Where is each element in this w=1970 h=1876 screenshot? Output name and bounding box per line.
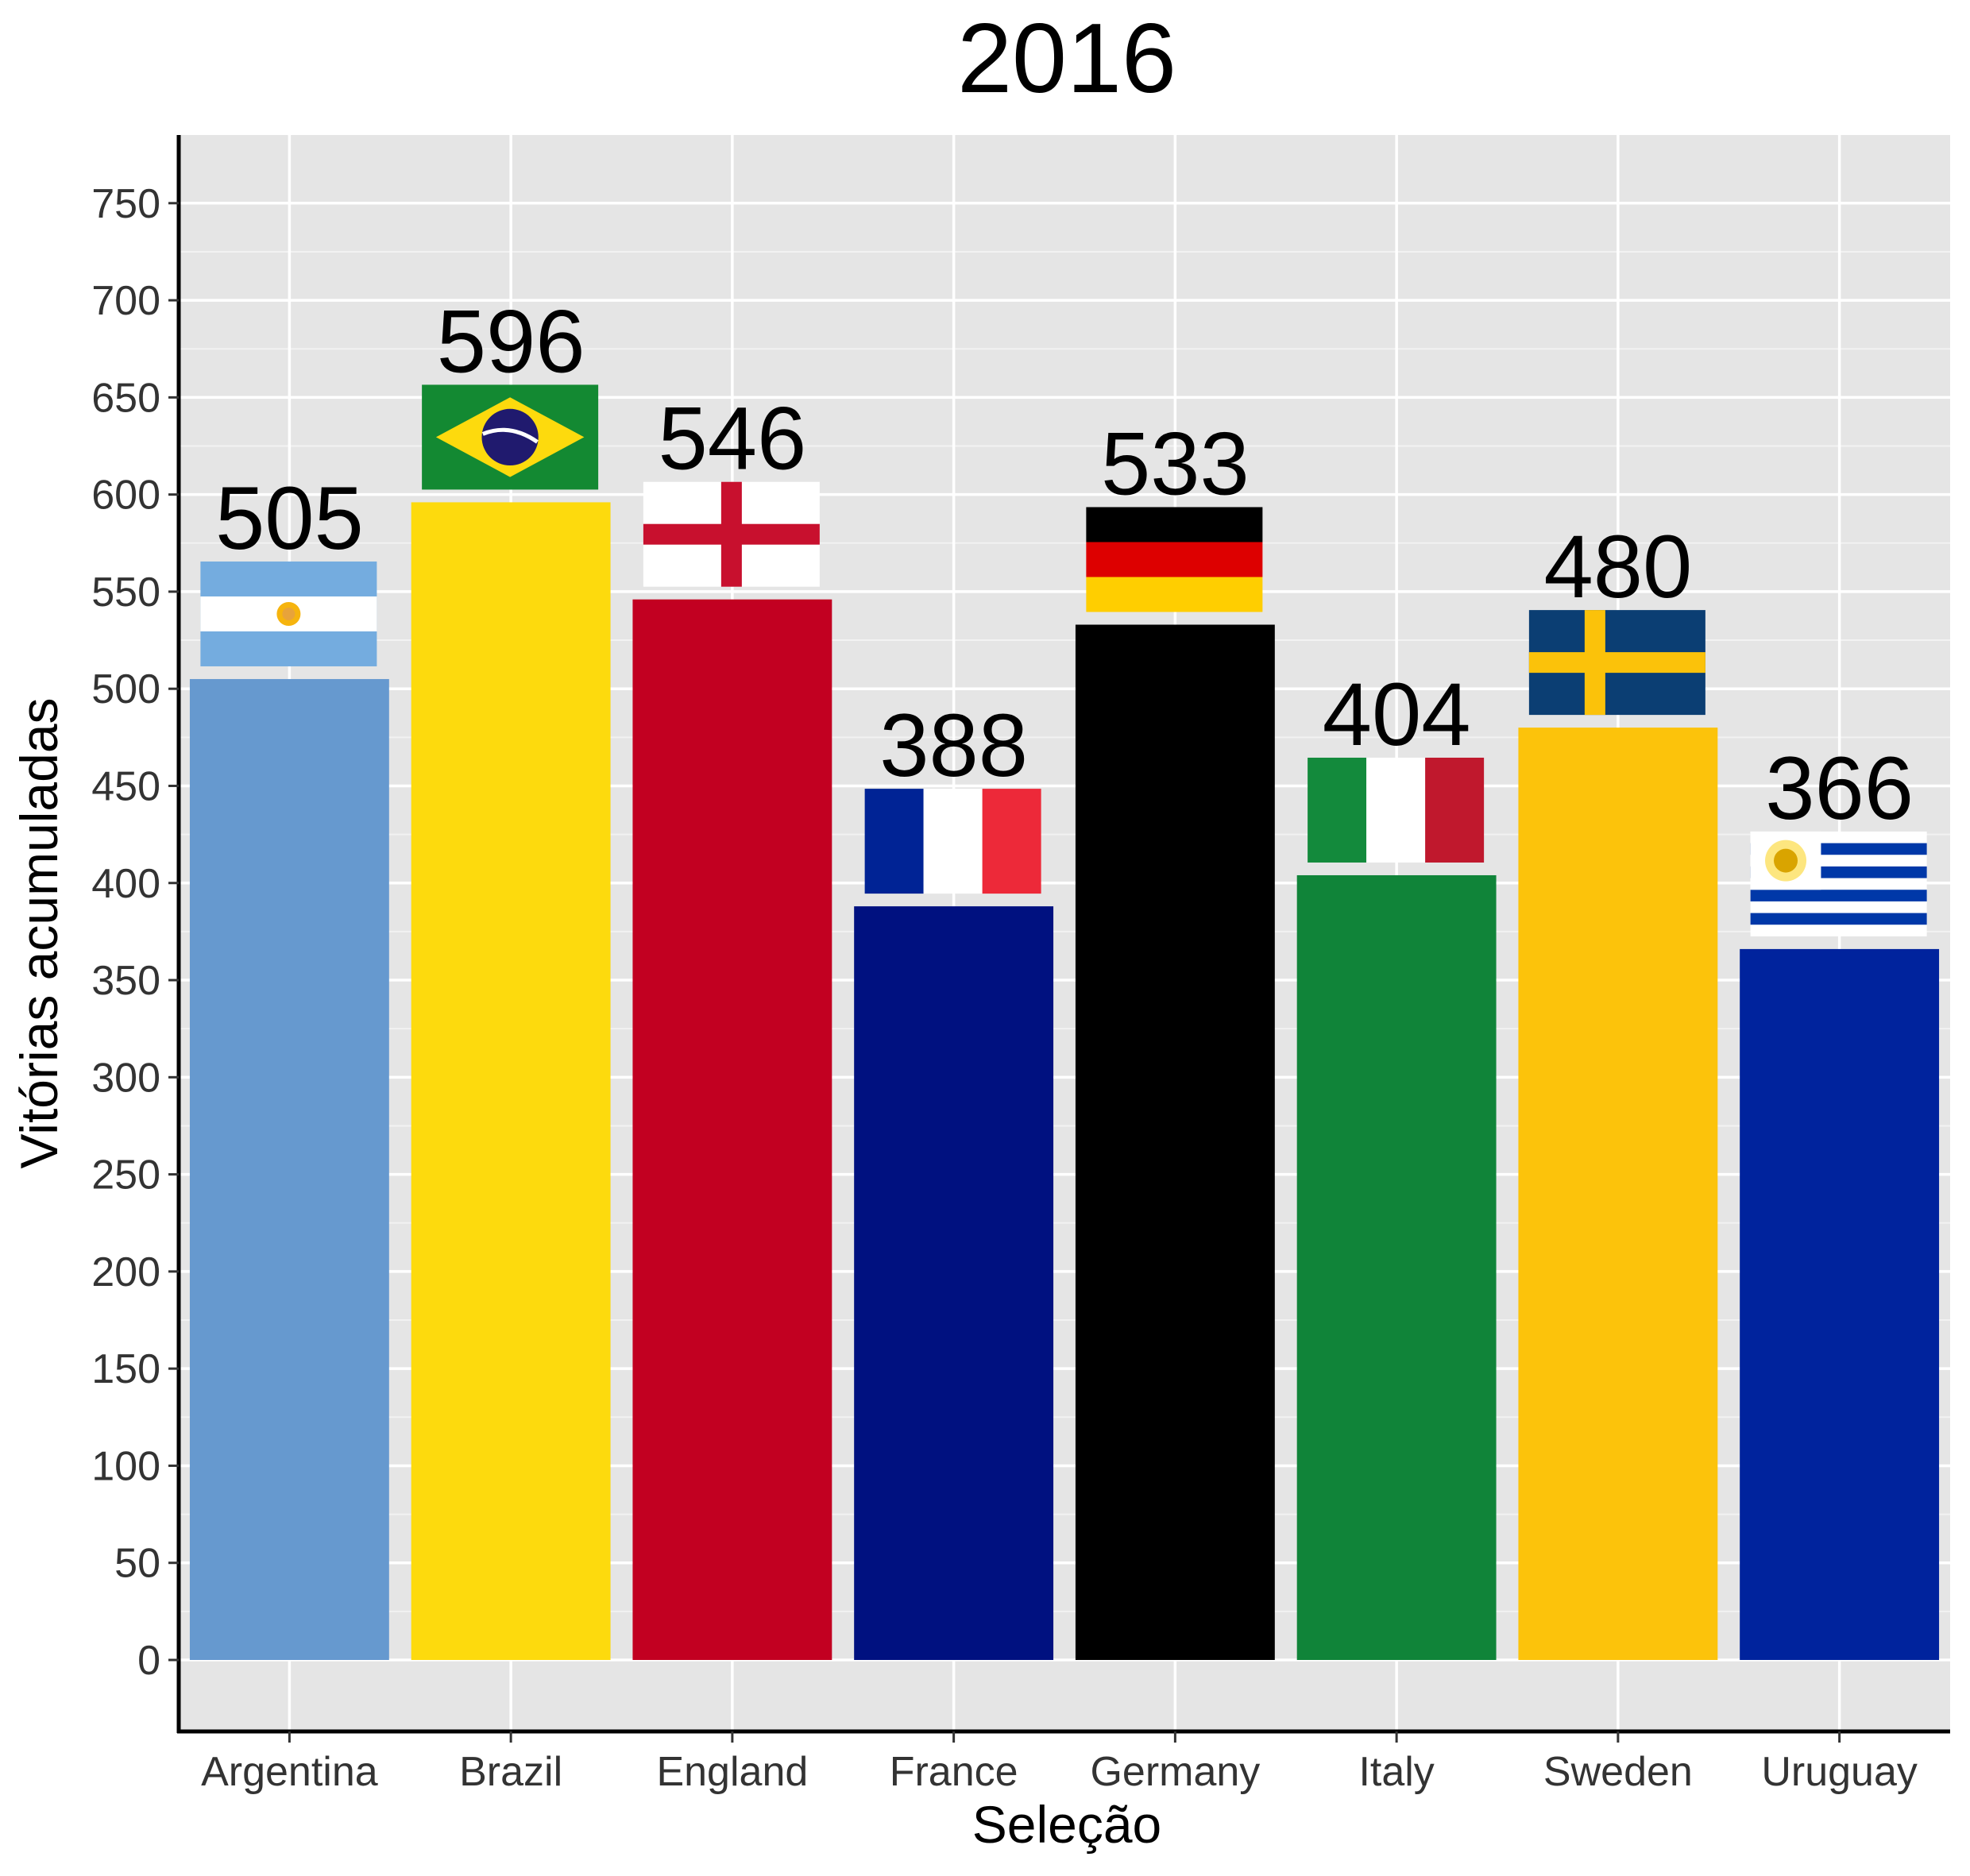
y-tick-label: 100 (91, 1443, 160, 1489)
x-tick-label: Uruguay (1761, 1749, 1918, 1795)
argentina-flag (200, 561, 377, 666)
y-tick-label: 550 (91, 569, 160, 616)
england-flag (643, 481, 820, 587)
y-tick-label: 250 (91, 1152, 160, 1199)
germany-flag (1086, 507, 1263, 612)
value-labels: 505 596 546 388 533 404 480 366 (215, 291, 1914, 837)
value-label: 546 (658, 389, 806, 488)
brazil-flag (422, 384, 599, 490)
y-tick-label: 200 (91, 1249, 160, 1295)
x-tick-label: France (890, 1749, 1018, 1795)
value-label: 388 (879, 696, 1028, 795)
france-flag (864, 789, 1041, 894)
y-tick-label: 450 (91, 763, 160, 809)
y-tick-label: 150 (91, 1346, 160, 1392)
y-tick-label: 350 (91, 958, 160, 1004)
y-tick-label: 700 (91, 278, 160, 324)
flags (200, 384, 1927, 936)
bar-sweden (1518, 728, 1718, 1660)
y-tick-label: 600 (91, 473, 160, 519)
x-tick-label: Argentina (201, 1749, 378, 1795)
bar-argentina (189, 678, 389, 1661)
uruguay-flag (1750, 831, 1927, 936)
y-ticks: 0 50 100 150 200 250 300 350 400 450 500 550 600 650 7… (91, 181, 179, 1684)
bar-england (632, 599, 832, 1660)
bar-uruguay (1740, 948, 1940, 1660)
chart-title: 2016 (957, 4, 1176, 114)
y-tick-label: 0 (137, 1638, 160, 1684)
value-label: 404 (1323, 665, 1471, 764)
italy-flag (1308, 757, 1485, 863)
y-tick-label: 750 (91, 181, 160, 227)
bar-italy (1296, 874, 1497, 1660)
bars (189, 502, 1940, 1661)
y-tick-label: 300 (91, 1055, 160, 1101)
value-label: 480 (1543, 517, 1692, 616)
y-tick-label: 500 (91, 666, 160, 712)
y-tick-label: 650 (91, 375, 160, 421)
value-label: 505 (215, 469, 364, 568)
x-tick-label: Sweden (1543, 1749, 1693, 1795)
value-label: 533 (1101, 414, 1250, 513)
bar-france (854, 906, 1054, 1660)
x-axis-label: Seleção (972, 1795, 1162, 1854)
y-axis-label: Vitórias acumuladas (10, 697, 68, 1168)
value-label: 596 (437, 291, 585, 391)
y-tick-label: 50 (114, 1541, 160, 1587)
x-tick-label: Brazil (459, 1749, 562, 1795)
x-tick-label: England (656, 1749, 808, 1795)
sweden-flag (1528, 610, 1705, 716)
y-tick-label: 400 (91, 861, 160, 907)
x-tick-label: Italy (1358, 1749, 1434, 1795)
bar-brazil (411, 502, 611, 1661)
bar-germany (1075, 624, 1275, 1661)
value-label: 366 (1765, 739, 1914, 838)
x-ticks: Argentina Brazil England France Germany Italy… (201, 1731, 1918, 1795)
x-tick-label: Germany (1090, 1749, 1260, 1795)
